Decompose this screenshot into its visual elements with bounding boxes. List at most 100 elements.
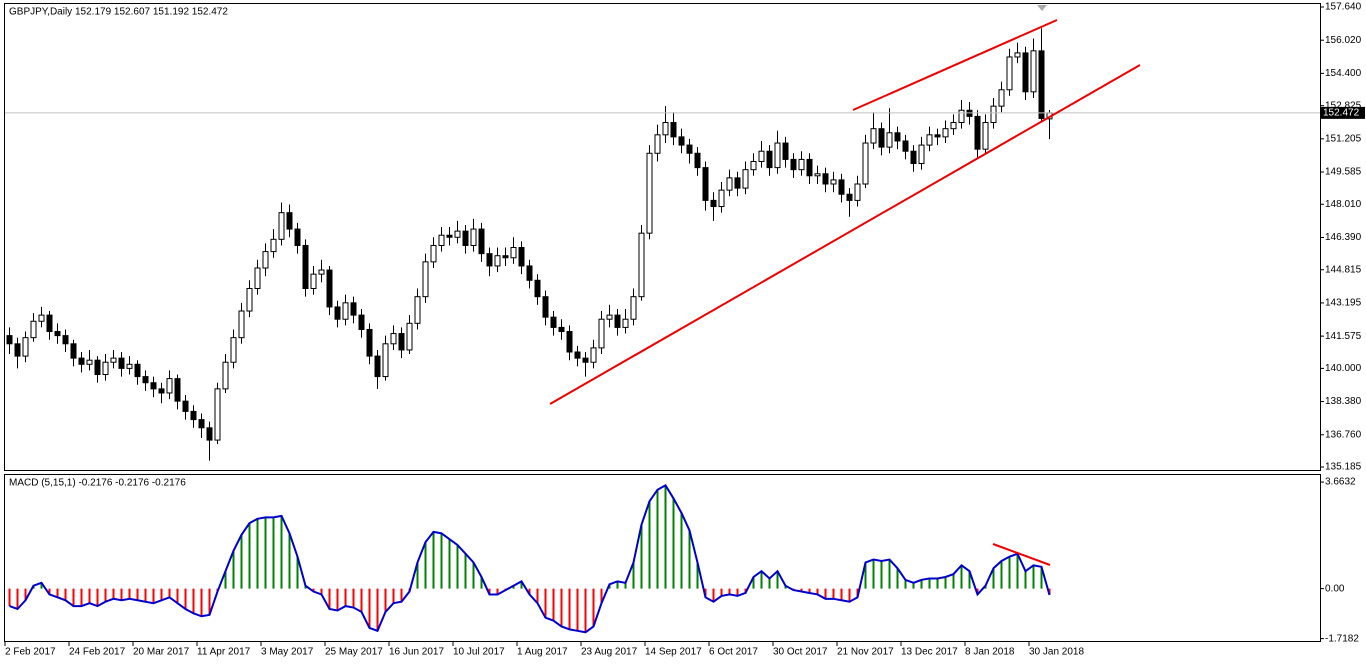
symbol-label: GBPJPY,Daily xyxy=(9,7,72,18)
candle-body xyxy=(822,173,829,185)
candle-body xyxy=(198,419,205,429)
y-tick-label: 154.400 xyxy=(1325,68,1362,79)
candle-body xyxy=(86,359,93,365)
candle-body xyxy=(566,331,573,353)
y-tick-label: 143.195 xyxy=(1325,298,1362,309)
candle-body xyxy=(830,179,837,185)
candle-body xyxy=(110,357,117,363)
candle-body xyxy=(990,105,997,124)
y-tick-label: 148.010 xyxy=(1325,199,1362,210)
candle-body xyxy=(918,144,925,165)
candle-body xyxy=(894,132,901,142)
candle-body xyxy=(174,378,181,402)
trendlines xyxy=(549,19,1141,566)
x-tick-label: 21 Nov 2017 xyxy=(837,647,894,658)
candle-body xyxy=(502,255,509,259)
y-tick-label: 146.390 xyxy=(1325,232,1362,243)
candle-body xyxy=(494,255,501,267)
candle-body xyxy=(70,343,77,359)
y-tick-label: 0.00 xyxy=(1325,583,1345,594)
candle-body xyxy=(806,158,813,177)
candle-body xyxy=(734,177,741,189)
candle-body xyxy=(238,310,245,339)
candle-body xyxy=(310,273,317,289)
y-tick-label: 141.575 xyxy=(1325,331,1362,342)
y-tick-label: 136.760 xyxy=(1325,429,1362,440)
candle-body xyxy=(886,132,893,148)
x-tick-label: 24 Feb 2017 xyxy=(69,647,126,658)
candle-body xyxy=(150,382,157,390)
x-tick-label: 30 Jan 2018 xyxy=(1029,647,1084,658)
x-tick-label: 8 Jan 2018 xyxy=(965,647,1015,658)
macd-label: MACD (5,15,1) -0.2176 -0.2176 -0.2176 xyxy=(9,478,186,489)
candle-body xyxy=(958,109,965,124)
x-tick-label: 6 Oct 2017 xyxy=(709,647,758,658)
y-tick-label: 140.000 xyxy=(1325,363,1362,374)
candle-body xyxy=(14,343,21,357)
candle-body xyxy=(854,183,861,201)
candle-body xyxy=(438,234,445,246)
y-tick-label: 151.205 xyxy=(1325,133,1362,144)
candle-body xyxy=(510,247,517,259)
candle-body xyxy=(574,351,581,359)
candle-body xyxy=(838,179,845,195)
candle-body xyxy=(278,212,285,240)
candle-body xyxy=(390,333,397,345)
candle-body xyxy=(622,318,629,328)
candle-body xyxy=(550,316,557,328)
candle-body xyxy=(118,357,125,369)
candle-body xyxy=(486,253,493,267)
candle-body xyxy=(686,144,693,154)
candle-body xyxy=(934,134,941,138)
candle-body xyxy=(558,326,565,333)
candle-body xyxy=(598,318,605,349)
y-tick-label: 152.825 xyxy=(1325,100,1362,111)
candle-body xyxy=(6,335,13,345)
candle-body xyxy=(878,128,885,148)
x-tick-label: 10 Jul 2017 xyxy=(453,647,505,658)
candle-body xyxy=(414,296,421,324)
candle-body xyxy=(374,355,381,378)
candle-body xyxy=(230,337,237,363)
candle-body xyxy=(1014,52,1021,58)
candle-body xyxy=(158,388,165,394)
candle-body xyxy=(998,89,1005,107)
last-price-label: 152.472 xyxy=(1323,108,1360,119)
trendline xyxy=(549,64,1141,405)
x-tick-label: 30 Oct 2017 xyxy=(773,647,828,658)
candle-body xyxy=(982,122,989,150)
candle-body xyxy=(590,347,597,363)
candle-body xyxy=(326,269,333,308)
candle-body xyxy=(318,269,325,275)
candle-body xyxy=(630,296,637,320)
candle-body xyxy=(46,314,53,333)
candle-body xyxy=(670,122,677,138)
candle-body xyxy=(366,328,373,357)
candle-body xyxy=(710,199,717,208)
candle-body xyxy=(382,343,389,378)
candle-body xyxy=(1006,56,1013,91)
y-tick-label: -1.7182 xyxy=(1325,633,1359,644)
candle-body xyxy=(726,177,733,191)
candle-body xyxy=(398,333,405,351)
candle-body xyxy=(102,361,109,376)
candle-body xyxy=(614,314,621,328)
candle-body xyxy=(974,115,981,150)
candle-body xyxy=(766,150,773,169)
y-tick-label: 138.380 xyxy=(1325,396,1362,407)
candle-body xyxy=(126,363,133,369)
candle-body xyxy=(646,152,653,234)
candle-body xyxy=(254,267,261,289)
y-tick-label: 149.585 xyxy=(1325,167,1362,178)
x-tick-label: 23 Aug 2017 xyxy=(581,647,638,658)
candle-body xyxy=(870,128,877,144)
candle-body xyxy=(542,296,549,318)
candle-body xyxy=(478,228,485,255)
candle-body xyxy=(950,122,957,130)
y-tick-label: 144.815 xyxy=(1325,264,1362,275)
candle-body xyxy=(38,314,45,322)
x-tick-label: 16 Jun 2017 xyxy=(389,647,444,658)
